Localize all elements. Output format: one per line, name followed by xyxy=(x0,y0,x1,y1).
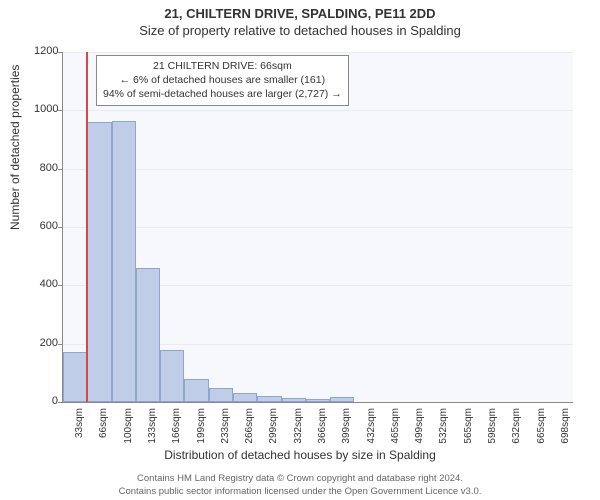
chart-title-main: 21, CHILTERN DRIVE, SPALDING, PE11 2DD xyxy=(0,0,600,21)
y-tick-label: 800 xyxy=(34,162,58,174)
histogram-bar xyxy=(112,121,136,402)
annotation-line2: ← 6% of detached houses are smaller (161… xyxy=(103,73,342,87)
x-axis-label: Distribution of detached houses by size … xyxy=(0,448,600,462)
annotation-callout: 21 CHILTERN DRIVE: 66sqm ← 6% of detache… xyxy=(96,55,349,106)
y-tick-label: 1000 xyxy=(34,103,58,115)
histogram-bar xyxy=(330,397,354,402)
histogram-bar xyxy=(160,350,184,403)
annotation-line1: 21 CHILTERN DRIVE: 66sqm xyxy=(103,59,342,73)
y-tick-mark xyxy=(58,52,62,53)
histogram-bar xyxy=(233,393,257,402)
property-marker-line xyxy=(86,52,88,402)
histogram-bar xyxy=(63,352,87,402)
y-tick-label: 200 xyxy=(34,337,58,349)
footer-line2: Contains public sector information licen… xyxy=(0,486,600,498)
y-tick-mark xyxy=(58,285,62,286)
annotation-line3: 94% of semi-detached houses are larger (… xyxy=(103,87,342,101)
y-tick-mark xyxy=(58,344,62,345)
y-tick-mark xyxy=(58,227,62,228)
gridline xyxy=(63,52,573,53)
histogram-bar xyxy=(282,398,306,402)
y-tick-mark xyxy=(58,169,62,170)
y-axis-label: Number of detached properties xyxy=(8,65,22,230)
y-tick-mark xyxy=(58,402,62,403)
y-tick-label: 0 xyxy=(34,395,58,407)
gridline xyxy=(63,227,573,228)
histogram-bar xyxy=(209,388,233,402)
y-tick-mark xyxy=(58,110,62,111)
histogram-bar xyxy=(257,396,281,402)
gridline xyxy=(63,169,573,170)
y-tick-label: 600 xyxy=(34,220,58,232)
gridline xyxy=(63,110,573,111)
histogram-bar xyxy=(184,379,208,402)
histogram-bar xyxy=(136,268,160,402)
histogram-bar xyxy=(306,399,330,402)
chart-title-sub: Size of property relative to detached ho… xyxy=(0,21,600,38)
footer-line1: Contains HM Land Registry data © Crown c… xyxy=(0,473,600,485)
histogram-bar xyxy=(87,122,111,402)
footer-attribution: Contains HM Land Registry data © Crown c… xyxy=(0,473,600,498)
y-tick-label: 400 xyxy=(34,278,58,290)
y-tick-label: 1200 xyxy=(34,45,58,57)
